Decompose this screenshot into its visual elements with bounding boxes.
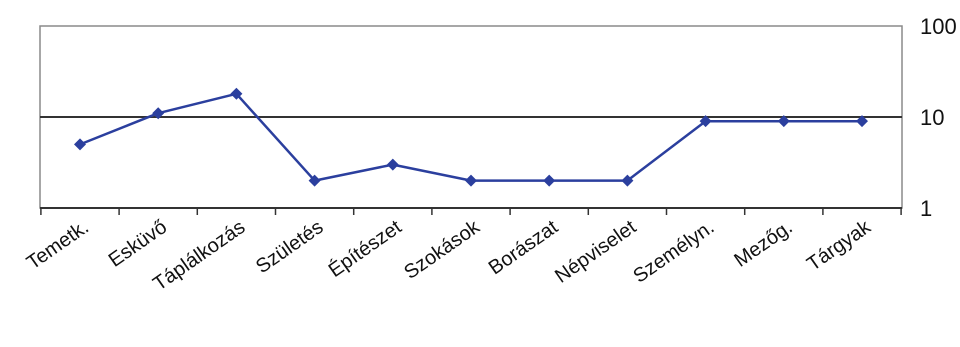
axis-layer (40, 207, 902, 215)
data-point (308, 174, 321, 187)
data-point (152, 107, 165, 120)
x-tick-label: Esküvő (105, 216, 171, 272)
x-tick-label: Szokások (400, 216, 484, 284)
data-point (777, 115, 790, 128)
data-point (543, 174, 556, 187)
y-tick-label: 100 (920, 14, 957, 39)
x-tick-label: Népviselet (551, 216, 640, 288)
x-tick-label: Személyn. (629, 216, 718, 288)
data-point (621, 174, 634, 187)
data-point (386, 158, 399, 171)
data-point (230, 87, 243, 100)
data-point (856, 115, 868, 128)
series-layer (74, 87, 868, 187)
x-tick-label: Építészet (324, 215, 406, 282)
data-point (465, 174, 477, 187)
data-point (74, 138, 86, 151)
x-tick-label: Mezőg. (730, 216, 796, 272)
x-tick-label: Tárgyak (803, 216, 876, 276)
series-line (79, 92, 862, 182)
x-tick-label: Temetk. (23, 216, 93, 274)
data-point (699, 115, 712, 128)
x-tick-label: Születés (252, 216, 327, 278)
y-tick-label: 1 (920, 196, 932, 221)
y-tick-label: 10 (920, 105, 944, 130)
